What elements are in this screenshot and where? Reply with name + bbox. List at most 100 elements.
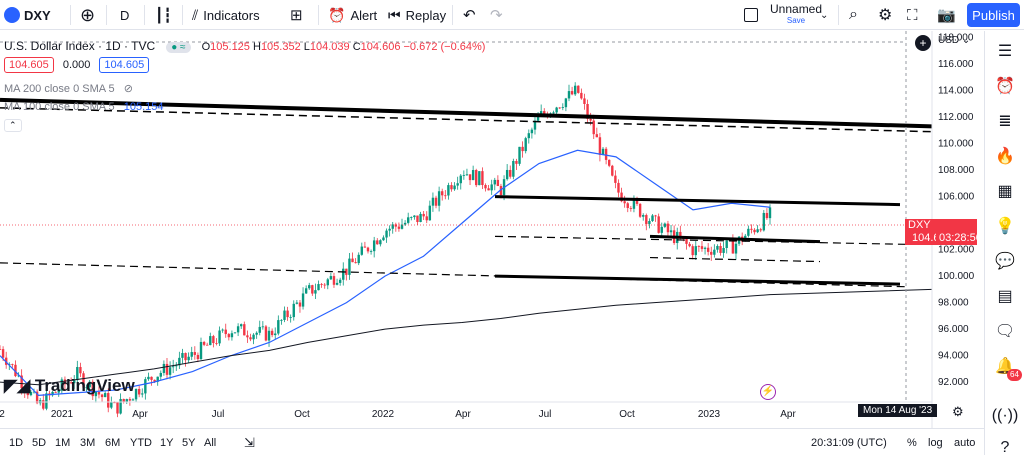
percent-toggle[interactable]: % bbox=[907, 436, 917, 449]
candle-body bbox=[635, 199, 639, 204]
compare-symbol-button[interactable]: ⊕ bbox=[80, 0, 100, 30]
candle-body bbox=[289, 317, 292, 318]
currency-button[interactable]: USD ⌄ bbox=[938, 35, 970, 46]
candle-body bbox=[598, 137, 602, 155]
candle-body bbox=[286, 310, 289, 318]
hotlists-button[interactable]: 🔥 bbox=[993, 144, 1017, 168]
candle-body bbox=[73, 380, 76, 384]
candle-body bbox=[428, 205, 432, 221]
calendar-button[interactable]: ▦ bbox=[993, 179, 1017, 203]
object-tree-button[interactable]: ≣ bbox=[993, 109, 1017, 133]
candle-body bbox=[125, 399, 128, 402]
pine-editor-button[interactable]: ▤ bbox=[993, 284, 1017, 308]
price-tick-label: 98.000 bbox=[938, 298, 969, 309]
range-button-1d[interactable]: 1D bbox=[9, 436, 24, 449]
search-icon: ⌕ bbox=[849, 6, 858, 23]
price-tick-label: 108.000 bbox=[938, 165, 975, 176]
search-button[interactable]: ⌕ bbox=[849, 0, 858, 30]
candle-body bbox=[187, 356, 190, 361]
symbol-search[interactable]: DXY bbox=[4, 0, 51, 30]
range-button-6m[interactable]: 6M bbox=[105, 436, 121, 449]
add-plus-button[interactable]: + bbox=[915, 35, 931, 51]
fullscreen-button[interactable]: ⛶ bbox=[907, 0, 918, 30]
ma100-line bbox=[0, 149, 771, 396]
collapse-legend-button[interactable]: ⌃ bbox=[4, 119, 22, 132]
candle-body bbox=[768, 207, 772, 219]
candle-body bbox=[338, 279, 342, 283]
help-button[interactable]: ? bbox=[993, 436, 1017, 460]
interval-button[interactable]: D bbox=[120, 0, 129, 30]
candle-body bbox=[215, 343, 218, 344]
candle-body bbox=[283, 310, 286, 320]
alert-button[interactable]: ⏰ Alert bbox=[328, 0, 377, 30]
change-value: −0.672 (−0.64%) bbox=[403, 41, 486, 53]
broadcast-button[interactable]: ((·)) bbox=[992, 404, 1019, 428]
settings-button[interactable]: ⚙ bbox=[878, 0, 892, 30]
candles-group bbox=[0, 82, 772, 418]
market-status-badge: ● ≈ bbox=[166, 42, 191, 53]
candle-body bbox=[685, 238, 688, 244]
redo-button[interactable]: ↷ bbox=[490, 0, 503, 30]
axis-settings-button[interactable]: ⚙ bbox=[952, 404, 964, 420]
candle-body bbox=[227, 334, 231, 338]
utc-clock[interactable]: 20:31:09 (UTC) bbox=[811, 436, 887, 449]
goto-date-button[interactable]: ⇲ bbox=[244, 429, 255, 456]
candle-body bbox=[97, 391, 101, 395]
symbol-label: DXY bbox=[24, 7, 51, 23]
event-marker[interactable]: ⚡ bbox=[760, 384, 776, 400]
layout-status: Save bbox=[786, 16, 806, 25]
ma200-legend[interactable]: MA 200 close 0 SMA 5 ⊘ bbox=[4, 82, 133, 95]
fire-icon: 🔥 bbox=[995, 148, 1015, 165]
replay-button[interactable]: ⏮ Replay bbox=[388, 0, 446, 30]
range-button-1m[interactable]: 1M bbox=[55, 436, 71, 449]
candle-body bbox=[246, 335, 249, 338]
snapshot-button[interactable]: 📷 bbox=[937, 0, 956, 30]
range-button-ytd[interactable]: YTD bbox=[130, 436, 152, 449]
layout-menu-button[interactable]: ⌄ bbox=[820, 0, 828, 30]
layout-name-button[interactable]: Unnamed Save bbox=[770, 0, 822, 30]
range-button-5y[interactable]: 5Y bbox=[182, 436, 196, 449]
ma100-legend[interactable]: MA 100 close 0 SMA 5 105.154 bbox=[4, 101, 164, 113]
eye-hidden-icon: ⊘ bbox=[123, 83, 133, 95]
undo-button[interactable]: ↶ bbox=[463, 0, 476, 30]
notebook-icon: ▤ bbox=[997, 288, 1013, 305]
candle-body bbox=[620, 192, 623, 202]
chart-pane[interactable]: 118.000 116.000 114.000 112.000 110.000 108.0… bbox=[0, 31, 984, 428]
range-button-5d[interactable]: 5D bbox=[32, 436, 47, 449]
candle-body bbox=[666, 223, 670, 233]
range-button-all[interactable]: All bbox=[204, 436, 217, 449]
replay-label: Replay bbox=[405, 7, 447, 23]
indicators-button[interactable]: ⫽ Indicators bbox=[192, 0, 260, 30]
candle-body bbox=[722, 247, 725, 253]
candle-body bbox=[577, 85, 580, 93]
range-button-3m[interactable]: 3M bbox=[80, 436, 96, 449]
news-button[interactable]: 🗨 bbox=[993, 319, 1017, 343]
templates-button[interactable]: ⊞ bbox=[290, 0, 303, 30]
candle-body bbox=[366, 247, 370, 252]
time-tick-label: Oct bbox=[294, 409, 310, 420]
auto-toggle[interactable]: auto bbox=[954, 436, 976, 449]
chart-type-button[interactable]: ┃┇ bbox=[155, 0, 172, 30]
candle-body bbox=[583, 98, 586, 104]
log-toggle[interactable]: log bbox=[928, 436, 943, 449]
candle-body bbox=[660, 226, 663, 233]
candle-body bbox=[688, 243, 691, 247]
time-tick-label: Jul bbox=[539, 409, 552, 420]
ideas-button[interactable]: 💡 bbox=[993, 214, 1017, 238]
price-tick-label: 94.000 bbox=[938, 351, 969, 362]
indicators-label: Indicators bbox=[203, 7, 260, 23]
bid-box[interactable]: 104.605 bbox=[4, 57, 54, 73]
range-button-1y[interactable]: 1Y bbox=[160, 436, 174, 449]
candle-body bbox=[536, 115, 540, 121]
candle-body bbox=[558, 107, 561, 109]
candle-body bbox=[107, 393, 110, 408]
ask-box[interactable]: 104.605 bbox=[99, 57, 150, 73]
time-tick-label: Jul bbox=[212, 409, 225, 420]
layout-checkbox[interactable] bbox=[744, 0, 758, 30]
chats-button[interactable]: 💬 bbox=[993, 249, 1017, 273]
close-label: C bbox=[352, 41, 361, 53]
candle-body bbox=[134, 388, 138, 400]
watchlist-button[interactable]: ☰ bbox=[993, 39, 1017, 63]
alerts-button[interactable]: ⏰ bbox=[993, 74, 1017, 98]
publish-button[interactable]: Publish bbox=[967, 3, 1020, 27]
